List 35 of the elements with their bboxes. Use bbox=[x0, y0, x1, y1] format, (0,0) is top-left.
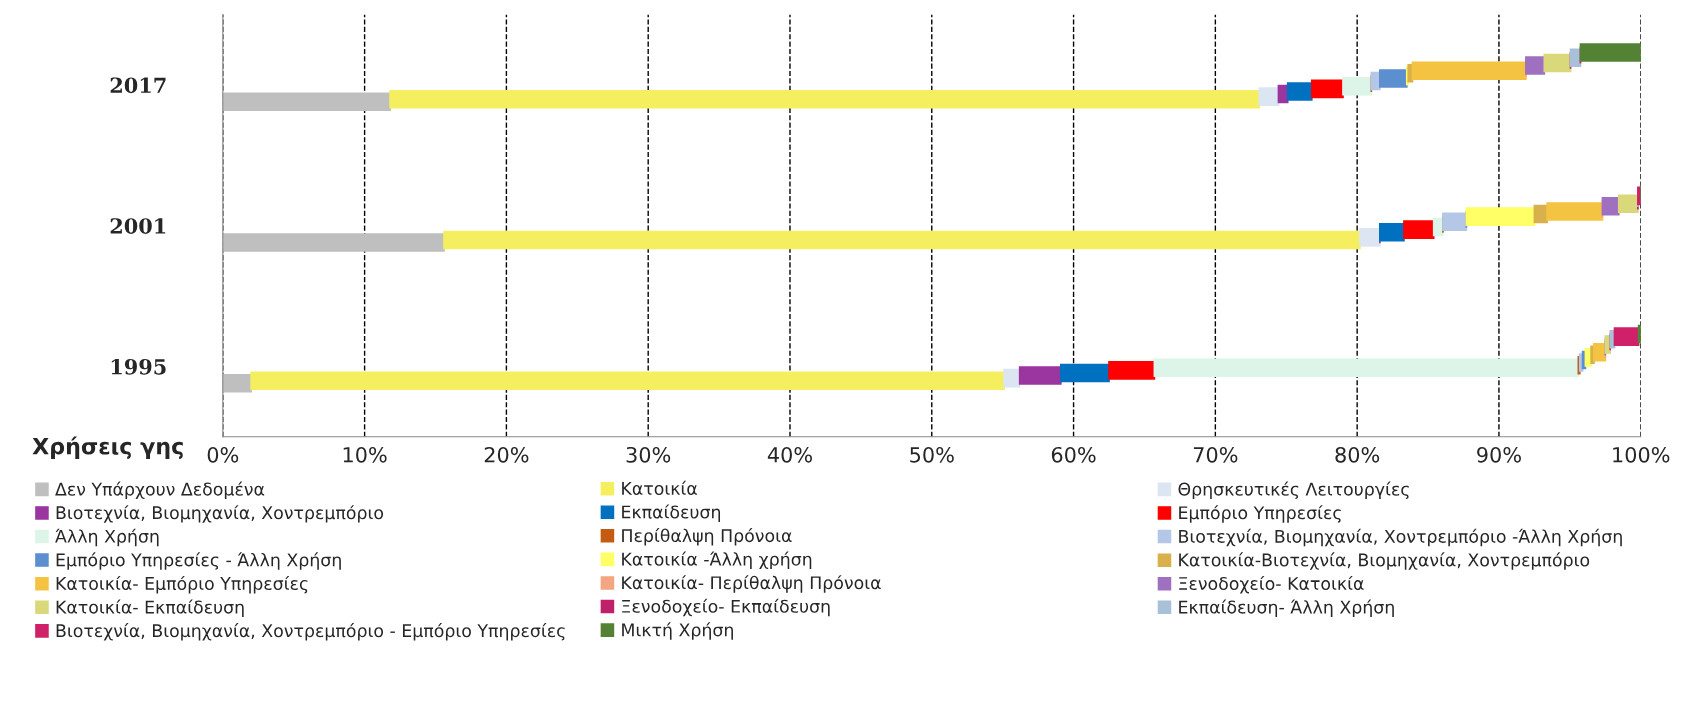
legend-label: Άλλη Χρήση bbox=[55, 528, 159, 547]
legend-label: Κατοικία-Βιοτεχνία, Βιομηχανία, Χοντρεμπόριο bbox=[1179, 552, 1590, 570]
legend-label: Κατοικία- Εκπαίδευση bbox=[56, 599, 244, 617]
x-tick-label: 40% bbox=[767, 446, 812, 463]
legend-label: Ξενοδοχείο- Εκπαίδευση bbox=[622, 598, 830, 617]
legend-label: Βιοτεχνία, Βιομηχανία, Χοντρεμπόριο - Εμπόριο Υπηρεσίες bbox=[56, 623, 565, 641]
legend-label: Εμπόριο Υπηρεσίες bbox=[1179, 505, 1341, 523]
y-tick-label: 1995 bbox=[111, 358, 166, 375]
x-tick-label: 60% bbox=[1051, 446, 1096, 463]
legend-label: Βιοτεχνία, Βιομηχανία, Χοντρεμπόριο bbox=[56, 505, 384, 523]
x-tick-label: 30% bbox=[626, 446, 671, 463]
x-tick-label: 100% bbox=[1613, 446, 1670, 463]
x-tick-label: 80% bbox=[1335, 446, 1380, 463]
legend-label: Εκπαίδευση bbox=[622, 504, 721, 522]
legend-label: Μικτή Χρήση bbox=[622, 622, 733, 640]
legend-label: Κατοικία bbox=[622, 480, 697, 495]
legend-label: Περίθαλψη Πρόνοια bbox=[622, 528, 792, 546]
legend-label: Ξενοδοχείο- Κατοικία bbox=[1179, 575, 1364, 594]
y-tick-label: 2001 bbox=[110, 218, 166, 234]
x-tick-label: 70% bbox=[1193, 446, 1238, 463]
x-tick-label: 50% bbox=[910, 446, 954, 463]
legend-label: Κατοικία- Εμπόριο Υπηρεσίες bbox=[56, 575, 308, 594]
legend-label: Θρησκευτικές Λειτουργίες bbox=[1178, 481, 1409, 500]
x-tick-label: 0% bbox=[207, 446, 239, 463]
x-tick-label: 90% bbox=[1477, 446, 1521, 463]
legend-label: Δεν Υπάρχουν Δεδομένα bbox=[55, 481, 265, 500]
legend-label: Βιοτεχνία, Βιομηχανία, Χοντρεμπόριο -Άλλη Χρήση bbox=[1179, 528, 1622, 547]
x-tick-label: 20% bbox=[484, 446, 529, 463]
legend-title: Χρήσεις γης bbox=[32, 436, 183, 459]
y-tick-label: 2017 bbox=[110, 77, 166, 94]
legend-label: Κατοικία -Άλλη χρήση bbox=[622, 551, 812, 570]
legend-label: Κατοικία- Περίθαλψη Πρόνοια bbox=[622, 575, 881, 593]
legend-label: Εμπόριο Υπηρεσίες - Άλλη Χρήση bbox=[56, 552, 341, 570]
x-tick-label: 10% bbox=[343, 446, 387, 463]
legend-label: Εκπαίδευση- Άλλη Χρήση bbox=[1179, 599, 1394, 617]
